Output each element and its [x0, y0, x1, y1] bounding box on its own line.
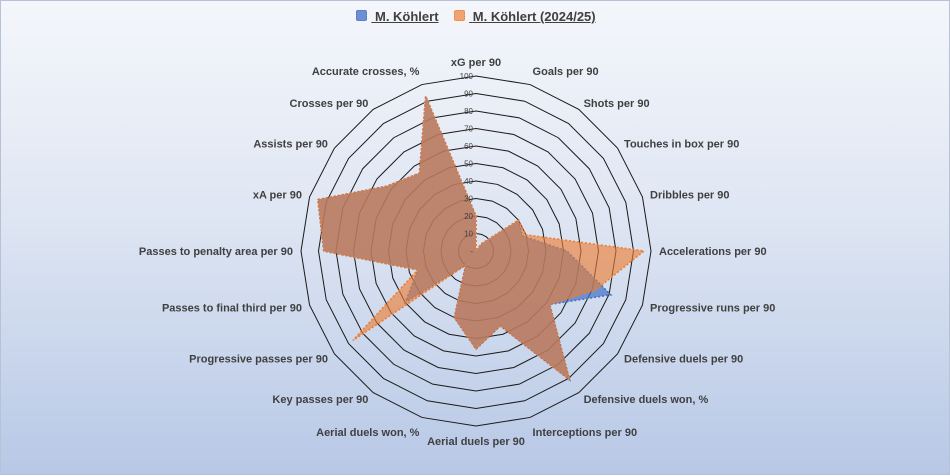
axis-label-aerial-duels-won: Aerial duels won, %: [316, 427, 420, 439]
axis-label-progressive-runs-per-90: Progressive runs per 90: [650, 303, 775, 315]
tick-label-100: 100: [460, 72, 474, 81]
axis-label-xg-per-90: xG per 90: [451, 57, 501, 69]
legend: M. Köhlert M. Köhlert (2024/25): [1, 9, 950, 24]
axis-label-defensive-duels-per-90: Defensive duels per 90: [624, 354, 743, 366]
tick-label-40: 40: [464, 177, 473, 186]
tick-label-10: 10: [464, 230, 473, 239]
tick-label-60: 60: [464, 142, 473, 151]
axis-label-defensive-duels-won: Defensive duels won, %: [584, 394, 709, 406]
axis-label-crosses-per-90: Crosses per 90: [290, 98, 369, 110]
axis-label-passes-to-penalty-area-per-90: Passes to penalty area per 90: [139, 246, 293, 258]
axis-label-accurate-crosses: Accurate crosses, %: [312, 66, 420, 78]
series-area-2: [317, 95, 646, 382]
legend-item-series-2[interactable]: M. Köhlert (2024/25): [454, 9, 596, 24]
grid-ring-100: [300, 75, 652, 427]
legend-swatch-series-1: [356, 10, 368, 21]
axis-label-goals-per-90: Goals per 90: [533, 66, 599, 78]
axis-label-accelerations-per-90: Accelerations per 90: [659, 246, 767, 258]
tick-label-center: -: [470, 247, 473, 256]
tick-label-20: 20: [464, 212, 473, 221]
grid-ring-90: [317, 92, 635, 410]
axis-label-dribbles-per-90: Dribbles per 90: [650, 189, 729, 201]
axis-label-shots-per-90: Shots per 90: [584, 98, 650, 110]
tick-label-80: 80: [464, 107, 473, 116]
tick-label-50: 50: [464, 160, 473, 169]
axis-label-passes-to-final-third-per-90: Passes to final third per 90: [162, 303, 302, 315]
tick-label-30: 30: [464, 195, 473, 204]
legend-label-series-1: M. Köhlert: [374, 9, 439, 24]
grid-ring-80: [335, 110, 617, 392]
axis-label-xa-per-90: xA per 90: [253, 189, 302, 201]
legend-item-series-1[interactable]: M. Köhlert: [356, 9, 439, 24]
axis-label-touches-in-box-per-90: Touches in box per 90: [624, 138, 739, 150]
axis-label-aerial-duels-per-90: Aerial duels per 90: [427, 436, 525, 448]
axis-label-interceptions-per-90: Interceptions per 90: [533, 427, 638, 439]
tick-label-90: 90: [464, 90, 473, 99]
legend-swatch-series-2: [454, 10, 466, 21]
legend-label-series-2: M. Köhlert (2024/25): [472, 9, 596, 24]
axis-label-key-passes-per-90: Key passes per 90: [272, 394, 368, 406]
tick-label-70: 70: [464, 125, 473, 134]
axis-label-progressive-passes-per-90: Progressive passes per 90: [189, 354, 328, 366]
axis-label-assists-per-90: Assists per 90: [253, 138, 328, 150]
